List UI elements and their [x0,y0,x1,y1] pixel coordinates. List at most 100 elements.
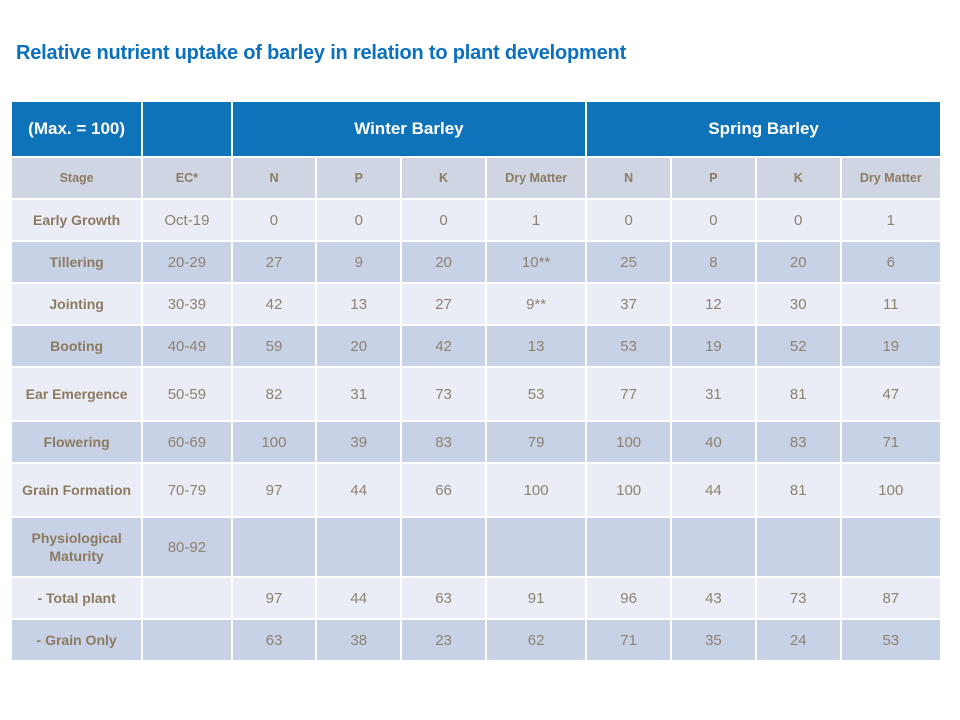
value-cell: 20 [402,242,485,282]
value-cell: 53 [587,326,671,366]
value-cell: 77 [587,368,671,420]
value-cell: 35 [672,620,755,660]
value-cell: 71 [587,620,671,660]
value-cell: 73 [756,578,840,618]
value-cell: 19 [672,326,755,366]
value-cell: 24 [756,620,840,660]
value-cell [486,518,586,576]
value-cell [317,518,401,576]
uptake-table: (Max. = 100) Winter Barley Spring Barley… [10,100,942,662]
value-cell: 25 [587,242,671,282]
value-cell [756,518,840,576]
value-cell: 71 [841,422,940,462]
column-header-winter-p: P [317,158,401,198]
value-cell [672,518,755,576]
value-cell: 9 [317,242,401,282]
ec-cell: 70-79 [143,464,231,516]
value-cell [841,518,940,576]
value-cell: 0 [587,200,671,240]
value-cell: 63 [232,620,316,660]
value-cell: 27 [402,284,485,324]
value-cell: 63 [402,578,485,618]
stage-cell: - Grain Only [12,620,142,660]
value-cell [587,518,671,576]
table-row: Grain Formation 70-79 97 44 66 100 100 44 81 100 [12,464,940,516]
value-cell: 39 [317,422,401,462]
value-cell: 53 [486,368,586,420]
column-header-winter-n: N [232,158,316,198]
value-cell: 0 [402,200,485,240]
value-cell: 20 [317,326,401,366]
value-cell: 96 [587,578,671,618]
value-cell: 62 [486,620,586,660]
group-header-winter: Winter Barley [232,102,586,156]
column-header-ec: EC* [143,158,231,198]
value-cell: 100 [841,464,940,516]
ec-cell [143,578,231,618]
value-cell: 1 [841,200,940,240]
column-header-spring-n: N [587,158,671,198]
column-header-winter-dry-matter: Dry Matter [486,158,586,198]
value-cell: 1 [486,200,586,240]
table-row: - Total plant 97 44 63 91 96 43 73 87 [12,578,940,618]
value-cell: 19 [841,326,940,366]
value-cell: 97 [232,578,316,618]
stage-cell: Physiological Maturity [12,518,142,576]
table-row: Tillering 20-29 27 9 20 10** 25 8 20 6 [12,242,940,282]
value-cell: 44 [672,464,755,516]
value-cell: 100 [587,422,671,462]
value-cell: 81 [756,464,840,516]
column-header-winter-k: K [402,158,485,198]
ec-cell [143,620,231,660]
value-cell: 13 [486,326,586,366]
table-group-header-row: (Max. = 100) Winter Barley Spring Barley [12,102,940,156]
stage-cell: Ear Emergence [12,368,142,420]
stage-cell: Booting [12,326,142,366]
column-header-spring-dry-matter: Dry Matter [841,158,940,198]
value-cell: 31 [672,368,755,420]
value-cell: 0 [317,200,401,240]
value-cell: 37 [587,284,671,324]
value-cell: 0 [672,200,755,240]
value-cell: 23 [402,620,485,660]
value-cell: 83 [756,422,840,462]
value-cell: 82 [232,368,316,420]
value-cell: 59 [232,326,316,366]
value-cell: 44 [317,578,401,618]
value-cell: 8 [672,242,755,282]
value-cell: 97 [232,464,316,516]
column-header-spring-p: P [672,158,755,198]
value-cell: 53 [841,620,940,660]
value-cell: 91 [486,578,586,618]
table-row: Flowering 60-69 100 39 83 79 100 40 83 71 [12,422,940,462]
page-title: Relative nutrient uptake of barley in re… [16,42,627,64]
column-header-spring-k: K [756,158,840,198]
value-cell: 100 [587,464,671,516]
ec-cell: 40-49 [143,326,231,366]
stage-cell: Flowering [12,422,142,462]
ec-cell: 60-69 [143,422,231,462]
stage-cell: - Total plant [12,578,142,618]
value-cell: 73 [402,368,485,420]
value-cell: 66 [402,464,485,516]
table-row: Physiological Maturity 80-92 [12,518,940,576]
value-cell: 11 [841,284,940,324]
value-cell: 100 [486,464,586,516]
table-subheader-row: Stage EC* N P K Dry Matter N P K Dry Mat… [12,158,940,198]
value-cell: 40 [672,422,755,462]
empty-header-cell [143,102,231,156]
ec-cell: Oct-19 [143,200,231,240]
value-cell: 12 [672,284,755,324]
column-header-stage: Stage [12,158,142,198]
corner-label: (Max. = 100) [12,102,142,156]
value-cell: 6 [841,242,940,282]
value-cell: 81 [756,368,840,420]
table-row: Early Growth Oct-19 0 0 0 1 0 0 0 1 [12,200,940,240]
value-cell: 79 [486,422,586,462]
value-cell: 52 [756,326,840,366]
value-cell: 44 [317,464,401,516]
value-cell: 30 [756,284,840,324]
value-cell: 10** [486,242,586,282]
table-row: Ear Emergence 50-59 82 31 73 53 77 31 81 47 [12,368,940,420]
